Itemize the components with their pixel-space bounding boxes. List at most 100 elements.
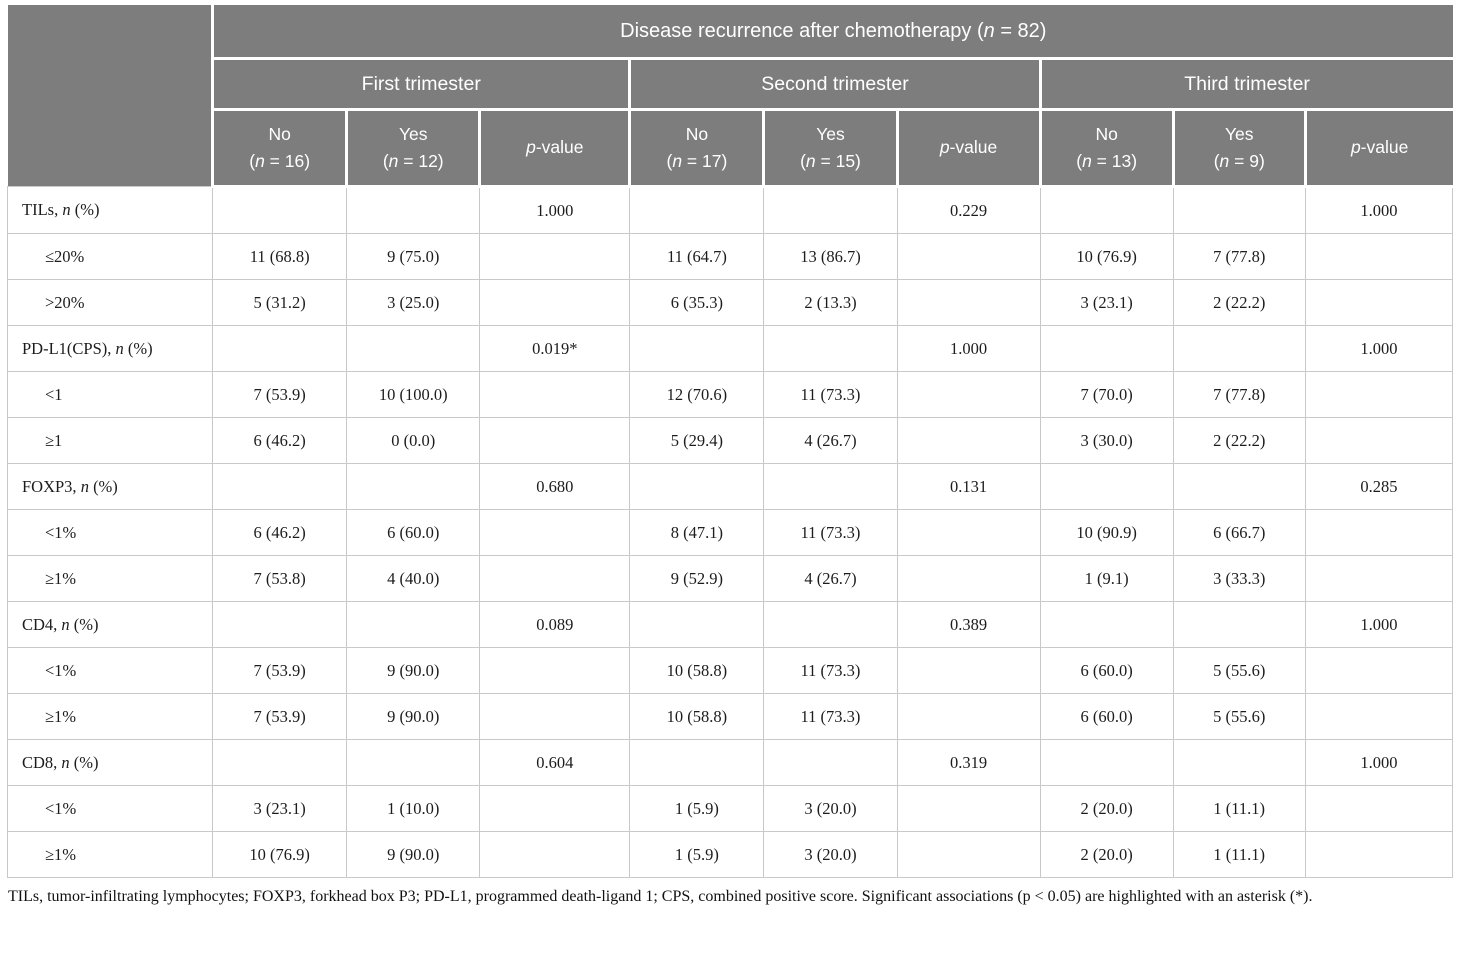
table-cell bbox=[1304, 555, 1454, 602]
table-cell bbox=[212, 601, 348, 648]
table-cell: 1.000 bbox=[1304, 325, 1454, 372]
table-cell: 6 (46.2) bbox=[212, 417, 348, 464]
table-cell: 7 (53.9) bbox=[212, 371, 348, 418]
table-cell: 10 (100.0) bbox=[346, 371, 481, 418]
table-cell: 6 (60.0) bbox=[1039, 647, 1174, 694]
col-second-no: No (n = 17) bbox=[628, 108, 766, 188]
table-cell bbox=[629, 325, 765, 372]
row-label: >20% bbox=[6, 279, 214, 326]
title-text-post: = 82) bbox=[994, 19, 1047, 42]
table-cell: 1 (11.1) bbox=[1172, 831, 1306, 878]
table-cell bbox=[629, 739, 765, 786]
row-label: <1 bbox=[6, 371, 214, 418]
table-cell bbox=[629, 463, 765, 510]
row-label: CD4, n (%) bbox=[6, 601, 214, 648]
table-cell: 2 (20.0) bbox=[1039, 785, 1174, 832]
table-row: >20% 5 (31.2) 3 (25.0) 6 (35.3) 2 (13.3)… bbox=[6, 279, 1454, 326]
table-cell: 3 (25.0) bbox=[346, 279, 481, 326]
table-row: <1% 6 (46.2) 6 (60.0) 8 (47.1) 11 (73.3)… bbox=[6, 509, 1454, 556]
table-cell: 5 (55.6) bbox=[1172, 647, 1306, 694]
table-cell: 2 (13.3) bbox=[763, 279, 898, 326]
table-cell bbox=[479, 509, 631, 556]
table-cell: 12 (70.6) bbox=[629, 371, 765, 418]
table-cell: 0.131 bbox=[896, 463, 1041, 510]
table-row: PD-L1(CPS), n (%) 0.019* 1.000 1.000 bbox=[6, 325, 1454, 372]
table-title: Disease recurrence after chemotherapy (n… bbox=[211, 5, 1453, 60]
col-second-yes: Yes (n = 15) bbox=[762, 108, 899, 188]
header-subcol-row: No (n = 16) Yes (n = 12) p-value No (n =… bbox=[8, 108, 1453, 188]
table-cell bbox=[346, 325, 481, 372]
table-cell: 4 (40.0) bbox=[346, 555, 481, 602]
table-cell bbox=[629, 186, 765, 234]
table-cell: 11 (68.8) bbox=[212, 233, 348, 280]
row-label: CD8, n (%) bbox=[6, 739, 214, 786]
col-third-pvalue: p-value bbox=[1303, 108, 1453, 188]
row-label: TILs, n (%) bbox=[6, 186, 214, 234]
table-cell bbox=[479, 647, 631, 694]
title-text: Disease recurrence after chemotherapy ( bbox=[620, 19, 984, 42]
table-cell: 6 (66.7) bbox=[1172, 509, 1306, 556]
table-cell: 6 (60.0) bbox=[1039, 693, 1174, 740]
table-row: ≥1 6 (46.2) 0 (0.0) 5 (29.4) 4 (26.7) 3 … bbox=[6, 417, 1454, 464]
table-cell bbox=[763, 601, 898, 648]
table-cell: 0.229 bbox=[896, 186, 1041, 234]
table-cell: 11 (73.3) bbox=[763, 647, 898, 694]
table-cell: 9 (90.0) bbox=[346, 647, 481, 694]
table-cell: 11 (73.3) bbox=[763, 509, 898, 556]
table-body: TILs, n (%) 1.000 0.229 1.000 ≤20% 11 (6… bbox=[6, 186, 1454, 878]
table-cell bbox=[1304, 647, 1454, 694]
table-cell bbox=[346, 601, 481, 648]
col-third-no: No (n = 13) bbox=[1038, 108, 1175, 188]
table-footnote: TILs, tumor-infiltrating lymphocytes; FO… bbox=[8, 888, 1313, 905]
table-cell: 1.000 bbox=[479, 186, 631, 234]
header-title-row: Disease recurrence after chemotherapy (n… bbox=[7, 5, 1453, 187]
table-cell: 0.319 bbox=[896, 739, 1041, 786]
table-cell bbox=[212, 463, 348, 510]
table-cell: 6 (60.0) bbox=[346, 509, 481, 556]
table-cell: 10 (58.8) bbox=[629, 647, 765, 694]
table-cell bbox=[1304, 509, 1454, 556]
table-cell: 8 (47.1) bbox=[629, 509, 765, 556]
table-cell bbox=[629, 601, 765, 648]
table-cell: 9 (90.0) bbox=[346, 831, 481, 878]
col-first-yes: Yes (n = 12) bbox=[345, 108, 482, 188]
table-cell bbox=[479, 279, 631, 326]
table-cell bbox=[1304, 233, 1454, 280]
table-cell bbox=[896, 647, 1041, 694]
table-cell bbox=[896, 555, 1041, 602]
table-cell bbox=[346, 463, 481, 510]
table-cell: 13 (86.7) bbox=[763, 233, 898, 280]
table-cell: 4 (26.7) bbox=[763, 555, 898, 602]
table-cell bbox=[1039, 186, 1174, 234]
table-cell bbox=[763, 739, 898, 786]
group-second-trimester: Second trimester bbox=[628, 57, 1042, 111]
col-second-pvalue: p-value bbox=[895, 108, 1042, 188]
table-cell: 6 (46.2) bbox=[212, 509, 348, 556]
recurrence-table: Disease recurrence after chemotherapy (n… bbox=[6, 5, 1454, 878]
table-cell bbox=[212, 186, 348, 234]
table-cell: 7 (77.8) bbox=[1172, 233, 1306, 280]
table-cell bbox=[1172, 186, 1306, 234]
table-row: <1 7 (53.9) 10 (100.0) 12 (70.6) 11 (73.… bbox=[6, 371, 1454, 418]
table-cell: 3 (23.1) bbox=[212, 785, 348, 832]
table-cell bbox=[1172, 325, 1306, 372]
table-cell: 11 (73.3) bbox=[763, 371, 898, 418]
row-label: ≤20% bbox=[6, 233, 214, 280]
table-cell bbox=[763, 325, 898, 372]
table-cell: 11 (64.7) bbox=[629, 233, 765, 280]
table-cell: 5 (29.4) bbox=[629, 417, 765, 464]
table-cell: 2 (20.0) bbox=[1039, 831, 1174, 878]
header-group-row: First trimester Second trimester Third t… bbox=[8, 57, 1453, 111]
table-cell: 1 (5.9) bbox=[629, 831, 765, 878]
table-cell: 9 (52.9) bbox=[629, 555, 765, 602]
table-cell bbox=[1039, 739, 1174, 786]
table-header: Disease recurrence after chemotherapy (n… bbox=[7, 5, 1453, 188]
table-cell: 10 (76.9) bbox=[212, 831, 348, 878]
table-cell: 10 (76.9) bbox=[1039, 233, 1174, 280]
table-cell: 3 (30.0) bbox=[1039, 417, 1174, 464]
table-cell bbox=[896, 831, 1041, 878]
table-cell: 5 (55.6) bbox=[1172, 693, 1306, 740]
row-label: PD-L1(CPS), n (%) bbox=[6, 325, 214, 372]
table-cell bbox=[1304, 279, 1454, 326]
table-cell bbox=[896, 417, 1041, 464]
